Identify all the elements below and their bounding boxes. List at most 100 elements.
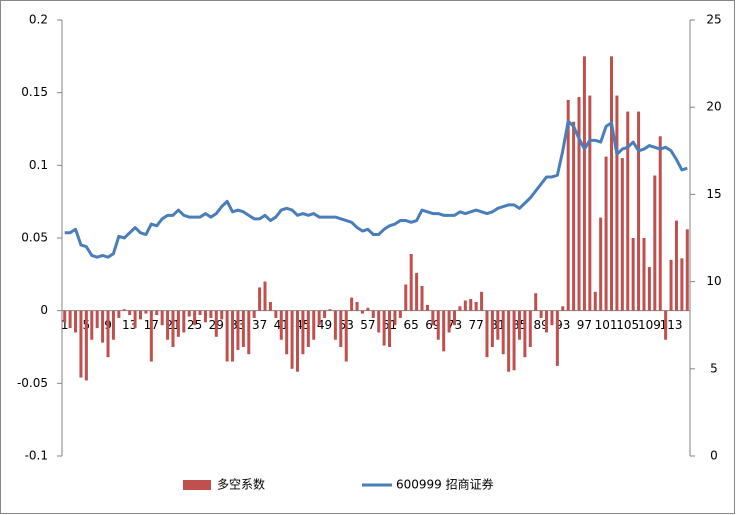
x-tick-label: 77 xyxy=(469,318,484,332)
bar xyxy=(139,310,142,320)
bar xyxy=(90,310,94,340)
bar xyxy=(247,310,251,355)
bar xyxy=(339,310,343,347)
bar xyxy=(101,310,105,343)
bar xyxy=(415,272,419,311)
bar xyxy=(393,310,397,326)
bar xyxy=(388,310,392,347)
bar xyxy=(350,297,354,311)
y2-tick-label: 15 xyxy=(706,187,721,201)
bar xyxy=(160,310,164,326)
bar xyxy=(323,310,327,318)
x-tick-label: 65 xyxy=(404,318,419,332)
bar xyxy=(550,310,554,326)
bar xyxy=(647,267,651,311)
bar xyxy=(463,300,467,311)
x-tick-label: 13 xyxy=(122,318,137,332)
bar xyxy=(106,310,110,358)
legend-label: 多空系数 xyxy=(217,477,265,492)
y2-tick-label: 25 xyxy=(706,13,721,27)
x-tick-label: 109 xyxy=(638,318,661,332)
bar xyxy=(528,310,532,347)
bar xyxy=(658,136,662,311)
bar xyxy=(176,310,180,337)
bar xyxy=(593,291,597,311)
y-tick-label: 0.15 xyxy=(21,85,48,99)
y2-tick-label: 0 xyxy=(710,449,718,463)
bar xyxy=(507,310,511,372)
bar xyxy=(420,285,424,311)
bar xyxy=(220,310,224,320)
bar xyxy=(155,310,159,316)
bar xyxy=(480,291,484,311)
bar xyxy=(572,121,576,311)
bar xyxy=(458,306,462,311)
bar xyxy=(371,310,375,318)
bar xyxy=(664,310,668,340)
y-tick-label: -0.05 xyxy=(17,376,48,390)
bar xyxy=(409,253,413,311)
bar xyxy=(566,99,570,311)
bar xyxy=(274,310,278,318)
x-tick-label: 113 xyxy=(660,318,683,332)
bar xyxy=(577,97,581,311)
bar xyxy=(360,310,364,314)
bar xyxy=(182,310,186,333)
bar xyxy=(68,310,72,329)
bar xyxy=(236,310,240,350)
bar xyxy=(404,284,408,311)
legend-label: 600999 招商证券 xyxy=(396,477,494,492)
bar xyxy=(615,95,619,311)
bar xyxy=(84,310,88,381)
bar xyxy=(79,310,83,378)
bar xyxy=(144,310,148,314)
bar xyxy=(588,95,592,311)
bar xyxy=(128,310,132,316)
bar xyxy=(620,158,624,311)
x-tick-label: 101 xyxy=(595,318,618,332)
bar xyxy=(555,310,559,366)
bar xyxy=(561,306,565,311)
bar xyxy=(268,301,272,311)
y-tick-label: 0.2 xyxy=(29,13,48,27)
bar xyxy=(436,310,440,340)
y-tick-label: 0.05 xyxy=(21,231,48,245)
bar xyxy=(306,310,310,347)
bar xyxy=(631,238,635,311)
bar xyxy=(398,310,402,318)
bar xyxy=(133,310,137,329)
bar xyxy=(582,56,586,311)
bar xyxy=(301,310,305,355)
bar xyxy=(447,310,451,333)
bar xyxy=(539,310,543,318)
x-tick-label: 1 xyxy=(61,318,69,332)
bar xyxy=(252,310,256,318)
bar xyxy=(290,310,294,369)
bar xyxy=(669,259,673,311)
bar xyxy=(425,304,429,311)
bar xyxy=(344,310,348,362)
bar xyxy=(193,310,197,326)
bar xyxy=(382,310,386,346)
bar xyxy=(501,310,505,355)
bar xyxy=(442,310,446,352)
y2-tick-label: 20 xyxy=(706,100,721,114)
bar xyxy=(474,301,478,311)
y2-tick-label: 5 xyxy=(710,361,718,375)
bar xyxy=(317,310,321,326)
bar xyxy=(214,310,218,337)
bar xyxy=(95,310,99,329)
bar xyxy=(209,310,213,318)
bar xyxy=(534,293,538,311)
x-tick-label: 97 xyxy=(577,318,592,332)
legend-swatch xyxy=(183,480,211,490)
bar xyxy=(680,258,684,311)
y-tick-label: 0.1 xyxy=(29,158,48,172)
line xyxy=(64,119,688,259)
bar xyxy=(366,307,370,311)
bar xyxy=(198,310,202,316)
bar xyxy=(166,310,170,340)
bar xyxy=(517,310,521,340)
bar xyxy=(431,310,435,326)
